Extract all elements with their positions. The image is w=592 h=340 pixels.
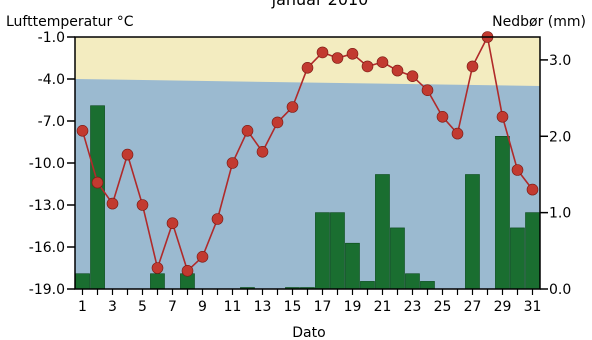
precip-bar-day-23 [405, 273, 420, 290]
x-tick-label: 13 [254, 299, 272, 315]
temperature-point-day-14 [271, 116, 284, 129]
right-axis-title: Nedbør (mm) [492, 14, 586, 30]
x-tick-label: 15 [284, 299, 302, 315]
temperature-point-day-21 [376, 56, 389, 69]
x-tick-label: 5 [138, 299, 147, 315]
temperature-point-day-11 [226, 157, 239, 169]
temperature-point-day-15 [286, 101, 299, 113]
x-tick-label: 7 [168, 299, 177, 315]
precip-bar-day-29 [495, 136, 510, 290]
precip-bar-day-19 [345, 242, 360, 290]
left-tick-label: -1.0 [38, 30, 65, 46]
temperature-point-day-8 [181, 264, 194, 277]
temperature-point-day-1 [76, 125, 89, 137]
temperature-point-day-16 [301, 62, 314, 74]
temperature-point-day-18 [331, 52, 344, 64]
right-tick-label: 0.0 [549, 282, 571, 298]
temperature-point-day-25 [436, 111, 449, 123]
x-tick-label: 21 [374, 299, 392, 315]
x-tick-label: 27 [464, 299, 482, 315]
precip-bar-day-22 [390, 227, 405, 290]
temperature-point-day-2 [91, 176, 104, 189]
temperature-point-day-27 [466, 60, 479, 73]
x-tick-label: 11 [224, 299, 242, 315]
x-tick-label: 25 [434, 299, 452, 315]
precip-bar-day-27 [465, 174, 480, 290]
precip-bar-day-24 [420, 281, 435, 290]
left-tick-label: -16.0 [29, 240, 65, 256]
right-tick-label: 2.0 [549, 129, 571, 145]
precip-bar-day-20 [360, 281, 375, 290]
left-tick-label: -13.0 [29, 198, 65, 214]
left-tick-label: -10.0 [29, 156, 65, 172]
x-tick-label: 9 [198, 299, 207, 315]
temperature-point-day-23 [406, 70, 419, 82]
temperature-series [76, 31, 539, 277]
temperature-point-day-26 [451, 127, 464, 140]
temperature-point-day-24 [421, 84, 434, 96]
precip-bar-day-2 [90, 105, 105, 290]
x-tick-label: 19 [344, 299, 362, 315]
x-tick-label: 17 [314, 299, 332, 315]
precip-bar-day-18 [330, 212, 345, 290]
left-axis: -1.0 -4.0 -7.0 -10.0 -13.0 -16.0 -19.0 [29, 30, 75, 298]
chart-title: januar 2010 [271, 0, 369, 9]
precip-bar-day-31 [525, 212, 540, 290]
temperature-point-day-12 [241, 125, 254, 137]
x-axis-title: Dato [292, 325, 325, 340]
x-tick-label: 3 [108, 299, 117, 315]
right-axis: 0.0 1.0 2.0 3.0 [540, 53, 571, 298]
x-tick-label: 29 [494, 299, 512, 315]
temperature-point-day-22 [391, 64, 404, 77]
left-tick-label: -7.0 [38, 114, 65, 130]
temperature-point-day-13 [256, 146, 269, 158]
precip-bar-day-1 [75, 273, 90, 290]
temperature-point-day-19 [346, 47, 359, 60]
plot-area [74, 31, 541, 290]
temperature-point-day-4 [121, 148, 134, 161]
temperature-point-day-9 [196, 250, 209, 263]
left-tick-label: -19.0 [29, 282, 65, 298]
temperature-point-day-29 [496, 111, 509, 123]
normal-temperature-band [75, 79, 540, 289]
precip-bar-day-30 [510, 227, 525, 290]
x-tick-label: 23 [404, 299, 422, 315]
left-tick-label: -4.0 [38, 72, 65, 88]
temperature-point-day-3 [106, 197, 119, 210]
right-tick-label: 1.0 [549, 206, 571, 222]
temperature-point-day-10 [211, 213, 224, 225]
x-axis: 1 3 5 7 9 11 13 15 17 19 21 23 25 27 29 31 [78, 289, 541, 315]
left-axis-title: Lufttemperatur °C [6, 14, 134, 30]
x-tick-label: 31 [524, 299, 542, 315]
right-tick-label: 3.0 [549, 53, 571, 69]
temperature-point-day-20 [361, 60, 374, 73]
x-tick-label: 1 [78, 299, 87, 315]
temperature-point-day-31 [526, 183, 539, 196]
temperature-point-day-5 [136, 199, 149, 211]
precip-bar-day-21 [375, 174, 390, 290]
precip-bar-day-6 [150, 273, 165, 290]
temperature-point-day-6 [151, 262, 164, 274]
temperature-point-day-7 [166, 217, 179, 229]
precip-bar-day-17 [315, 212, 330, 290]
temperature-point-day-17 [316, 46, 329, 59]
temperature-point-day-30 [511, 164, 524, 176]
precipitation-bars [75, 105, 540, 290]
